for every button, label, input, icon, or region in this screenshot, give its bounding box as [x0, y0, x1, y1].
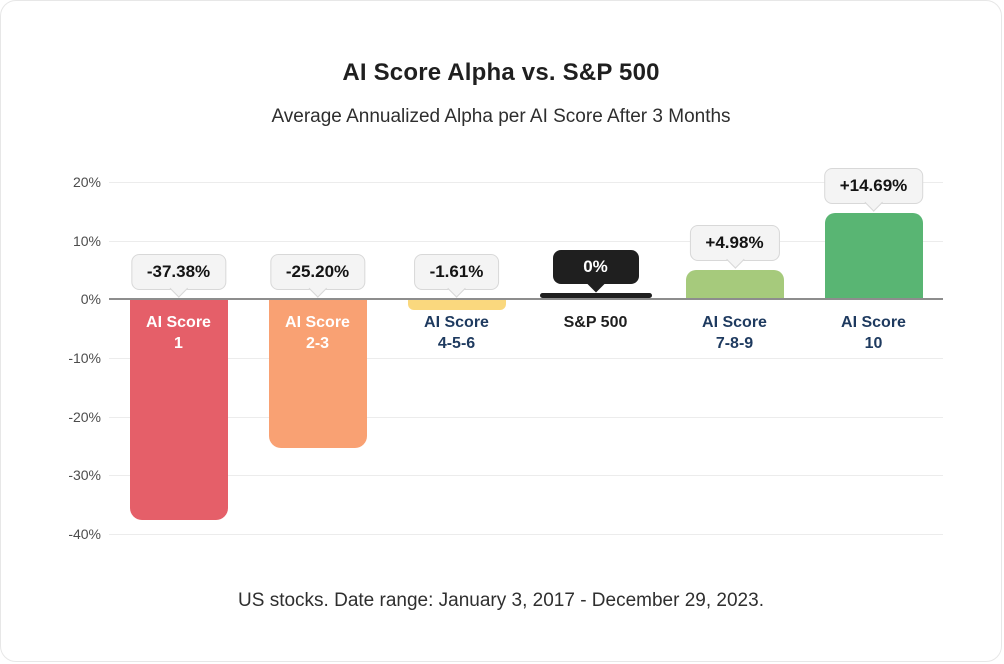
category-label-ai-score-7-8-9: AI Score 7-8-9	[665, 312, 804, 354]
tooltip-arrow-icon	[864, 193, 884, 212]
gridline	[109, 182, 943, 183]
bar-ai-score-10[interactable]	[824, 213, 923, 300]
chart-footnote: US stocks. Date range: January 3, 2017 -…	[238, 590, 764, 611]
bar-slot-ai-score-10: +14.69% AI Score 10	[804, 168, 943, 534]
gridline	[109, 240, 943, 242]
category-label-line: 4-5-6	[437, 335, 476, 353]
bar-sp-500[interactable]	[539, 293, 652, 299]
bar-slot-ai-score-2-3: -25.20% AI Score 2-3	[248, 182, 387, 534]
tooltip-arrow-icon	[725, 250, 745, 269]
bar-slot-ai-score-4-5-6: -1.61% AI Score 4-5-6	[387, 182, 526, 534]
category-label-line: 10	[864, 335, 883, 353]
y-tick-label: -40%	[68, 526, 101, 542]
category-label-ai-score-1: AI Score 1	[109, 312, 248, 354]
y-tick-label: -10%	[68, 350, 101, 366]
category-label-line: AI Score	[841, 314, 906, 332]
category-label-ai-score-2-3: AI Score 2-3	[248, 312, 387, 354]
y-tick-label: 10%	[72, 232, 101, 249]
category-label-sp-500: S&P 500	[526, 312, 665, 333]
value-tooltip-ai-score-7-8-9: +4.98%	[689, 225, 780, 269]
value-tooltip-ai-score-1: -37.38%	[130, 254, 227, 299]
category-label-ai-score-4-5-6: AI Score 4-5-6	[387, 312, 526, 354]
bar-slot-sp-500: 0% S&P 500	[526, 182, 665, 534]
bar-slot-ai-score-1: -37.38% AI Score 1	[109, 182, 248, 534]
bar-ai-score-1[interactable]	[129, 300, 228, 520]
category-label-line: AI Score	[146, 314, 211, 332]
zero-gridline	[109, 298, 943, 301]
tooltip-arrow-icon	[169, 279, 189, 299]
bar-ai-score-7-8-9[interactable]	[685, 270, 784, 300]
tooltip-arrow-icon	[447, 279, 467, 299]
category-label-line: S&P 500	[563, 314, 628, 332]
value-tooltip-sp-500: 0%	[552, 250, 639, 293]
chart-subtitle: Average Annualized Alpha per AI Score Af…	[271, 106, 731, 127]
category-label-line: AI Score	[424, 314, 489, 332]
tooltip-arrow-icon	[587, 275, 604, 293]
y-tick-label: -30%	[68, 467, 101, 484]
bar-slot-ai-score-7-8-9: +4.98% AI Score 7-8-9	[665, 182, 804, 534]
bar-ai-score-4-5-6[interactable]	[407, 300, 506, 310]
chart-title: AI Score Alpha vs. S&P 500	[342, 59, 660, 86]
y-tick-label: 0%	[80, 291, 101, 308]
y-tick-label: 20%	[72, 174, 101, 190]
value-tooltip-ai-score-4-5-6: -1.61%	[413, 254, 500, 299]
plot-area: -37.38% AI Score 1 -25.20% AI Score 2-3 -1.61%…	[109, 168, 943, 535]
category-label-line: 2-3	[305, 335, 330, 353]
gridline	[109, 416, 943, 418]
bar-ai-score-2-3[interactable]	[268, 300, 367, 449]
value-tooltip-ai-score-10: +14.69%	[823, 168, 924, 212]
category-label-line: AI Score	[285, 314, 350, 332]
gridline	[109, 358, 943, 359]
gridline	[109, 534, 943, 535]
tooltip-arrow-icon	[308, 279, 328, 299]
y-tick-label: -20%	[68, 408, 101, 425]
category-label-line: AI Score	[702, 314, 767, 332]
category-label-line: 7-8-9	[715, 335, 754, 353]
category-label-line: 1	[174, 335, 183, 353]
gridline	[109, 475, 943, 477]
category-label-ai-score-10: AI Score 10	[804, 312, 943, 354]
value-tooltip-ai-score-2-3: -25.20%	[269, 254, 366, 299]
